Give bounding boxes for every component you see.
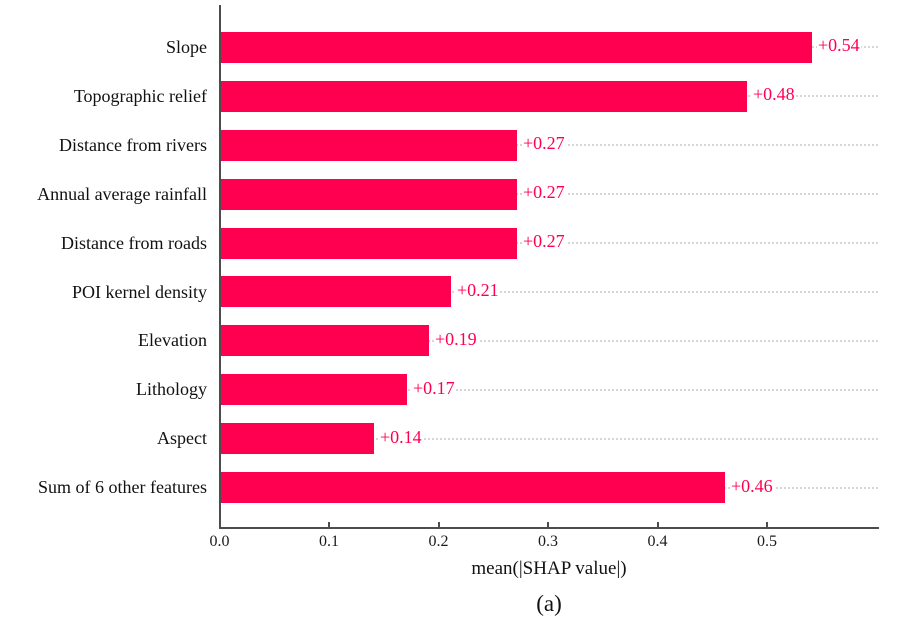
bar-value-label: +0.46	[730, 475, 774, 497]
bar	[221, 325, 429, 357]
dotted-gridline	[221, 388, 878, 391]
category-label: Distance from rivers	[59, 134, 207, 155]
category-label: Distance from roads	[61, 232, 207, 253]
bar-value-label: +0.27	[522, 182, 566, 204]
bar-value-label: +0.48	[752, 84, 796, 106]
bar-value-label: +0.27	[522, 133, 566, 155]
bar	[221, 80, 747, 112]
bar-value-label: +0.17	[412, 377, 456, 399]
bar	[221, 276, 451, 308]
category-label: Elevation	[138, 330, 207, 351]
bar	[221, 129, 517, 161]
bar	[221, 178, 517, 210]
category-label: Aspect	[157, 428, 207, 449]
category-label: Lithology	[136, 379, 207, 400]
bar	[221, 472, 725, 504]
x-tick-label: 0.3	[538, 533, 558, 550]
x-tick-mark	[218, 522, 221, 528]
bar-value-label: +0.27	[522, 231, 566, 253]
x-axis-line	[219, 527, 879, 529]
category-label: Annual average rainfall	[37, 183, 207, 204]
bar-value-label: +0.14	[379, 426, 423, 448]
dotted-gridline	[221, 290, 878, 293]
x-tick-label: 0.0	[209, 533, 230, 550]
bar	[221, 423, 374, 455]
dotted-gridline	[221, 339, 878, 342]
x-tick-label: 0.4	[647, 533, 668, 550]
y-axis-line	[219, 5, 221, 529]
category-label: POI kernel density	[72, 281, 207, 302]
x-tick-label: 0.1	[319, 533, 339, 550]
bar-value-label: +0.54	[817, 35, 861, 57]
x-tick-label: 0.2	[428, 533, 449, 550]
x-tick-mark	[328, 522, 330, 528]
category-label: Slope	[165, 37, 207, 57]
bar	[221, 374, 407, 406]
dotted-gridline	[221, 437, 878, 440]
category-label: Topographic relief	[73, 85, 207, 106]
x-tick-label: 0.5	[757, 533, 777, 550]
x-tick-mark	[547, 522, 549, 528]
figure-caption: (a)	[536, 591, 562, 616]
x-tick-mark	[437, 522, 440, 528]
x-tick-mark	[656, 522, 659, 528]
bar-value-label: +0.19	[434, 328, 478, 350]
bar	[221, 227, 517, 259]
x-tick-mark	[766, 522, 768, 528]
category-label: Sum of 6 other features	[38, 477, 207, 498]
bar	[221, 31, 812, 63]
bar-value-label: +0.21	[456, 279, 500, 301]
x-axis-title: mean(|SHAP value|)	[471, 558, 627, 579]
